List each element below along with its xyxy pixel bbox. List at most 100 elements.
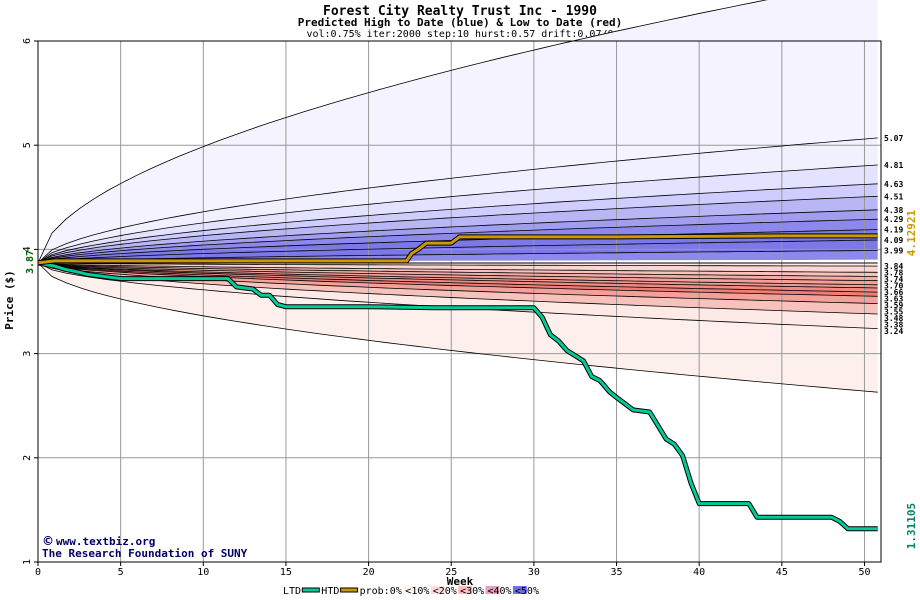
chart-params: vol:0.75% iter:2000 step:10 hurst:0.57 d… — [306, 29, 613, 40]
y-tick-label: 4 — [22, 246, 33, 252]
x-tick-label: 30 — [528, 567, 540, 578]
x-tick-label: 20 — [363, 567, 375, 578]
level-label: 4.38 — [884, 206, 903, 215]
legend-swatch — [340, 587, 359, 593]
contour-line — [37, 209, 878, 264]
contour-line — [37, 262, 878, 286]
credit-block: © www.textbiz.org The Research Foundatio… — [42, 534, 248, 560]
x-tick-label: 50 — [858, 567, 870, 578]
band-low — [38, 262, 878, 329]
contour-line — [37, 137, 878, 264]
legend-swatch — [458, 586, 473, 594]
level-label: 3.66 — [884, 288, 903, 297]
x-tick-label: 45 — [776, 567, 788, 578]
credit-org: The Research Foundation of SUNY — [42, 547, 248, 560]
legend-swatch — [301, 587, 320, 593]
level-label: 3.63 — [884, 295, 903, 304]
legend-swatch — [430, 586, 445, 594]
legend-swatch — [512, 586, 527, 594]
level-label: 4.19 — [884, 226, 903, 235]
x-tick-label: 25 — [445, 567, 457, 578]
y-tick-label: 6 — [22, 38, 33, 44]
contour-line — [37, 250, 878, 264]
legend-label: <10% — [405, 586, 429, 597]
band-low — [38, 262, 878, 285]
level-labels: 5.07 4.81 4.63 4.51 4.384.29 4.194.093.99 3.84… — [884, 134, 903, 336]
plot-frame — [37, 40, 882, 563]
band-high — [38, 183, 878, 263]
contour-lines — [37, 0, 878, 393]
band-high — [38, 0, 878, 263]
x-tick-label: 40 — [693, 567, 705, 578]
level-label: 3.38 — [884, 321, 903, 330]
x-axis-label: Week — [447, 575, 474, 588]
contour-line — [37, 218, 878, 264]
credit-site: www.textbiz.org — [56, 535, 155, 548]
contour-line — [37, 262, 878, 267]
legend-label: <50% — [515, 586, 539, 597]
contour-line — [37, 195, 878, 264]
level-label: 3.74 — [884, 275, 903, 284]
contour-line — [37, 183, 878, 264]
y-tick-label: 3 — [22, 351, 33, 357]
band-high — [38, 240, 878, 263]
y-axis-label: Price ($) — [3, 270, 16, 330]
level-label: 4.51 — [884, 192, 903, 201]
series-lines — [37, 233, 878, 532]
htd-final-value-label: 4.12921 — [905, 209, 918, 256]
band-low — [38, 262, 878, 304]
ltd-final-value-label: 1.31105 — [905, 503, 918, 549]
level-label: 3.99 — [884, 246, 903, 255]
level-label: 4.81 — [884, 161, 903, 170]
legend-label: <30% — [460, 586, 484, 597]
chart-legend: LTD HTD prob:0% <10% <20% <30% <40% <50% — [283, 586, 539, 597]
y-tick-label: 2 — [22, 455, 33, 461]
x-tick-label: 15 — [280, 567, 292, 578]
band-high — [38, 209, 878, 263]
y-tick-label: 5 — [22, 142, 33, 148]
band-low — [38, 262, 878, 281]
contour-line — [37, 262, 878, 273]
contour-line — [37, 164, 878, 264]
legend-swatch — [403, 586, 418, 594]
contour-line — [37, 262, 878, 277]
band-low — [38, 262, 878, 293]
contour-line — [37, 262, 878, 315]
band-high — [38, 165, 878, 263]
legend-label: <20% — [433, 586, 457, 597]
chart-subtitle: Predicted High to Date (blue) & Low to D… — [298, 16, 623, 29]
copyright-icon: © — [42, 534, 54, 548]
x-tick-label: 5 — [118, 567, 124, 578]
contour-line — [37, 262, 878, 289]
legend-label: <40% — [488, 586, 512, 597]
contour-line — [37, 0, 768, 264]
level-label: 3.59 — [884, 301, 903, 310]
contour-line — [37, 262, 878, 393]
band-low — [38, 262, 878, 314]
legend-label: prob:0% — [360, 586, 402, 597]
chart-title: Forest City Realty Trust Inc - 1990 — [323, 4, 597, 19]
legend-swatch — [485, 586, 500, 594]
series-line-ltd — [37, 261, 878, 531]
level-label: 3.24 — [884, 327, 903, 336]
level-label: 3.84 — [884, 262, 903, 271]
legend-label: HTD — [321, 586, 339, 597]
band-high — [38, 219, 878, 263]
band-high — [38, 196, 878, 263]
band-low — [38, 262, 878, 393]
band-low — [38, 262, 878, 273]
contour-line — [37, 262, 878, 293]
level-label: 3.48 — [884, 314, 903, 323]
level-label: 5.07 — [884, 134, 903, 143]
legend-label: LTD — [283, 586, 301, 597]
start-value-label: 3.87 — [25, 250, 36, 274]
contour-line — [37, 262, 878, 282]
level-label: 3.78 — [884, 269, 903, 278]
level-label: 3.70 — [884, 282, 903, 291]
x-tick-label: 35 — [611, 567, 623, 578]
level-label: 3.55 — [884, 308, 903, 317]
level-label: 4.29 — [884, 215, 903, 224]
contour-line — [37, 262, 878, 297]
